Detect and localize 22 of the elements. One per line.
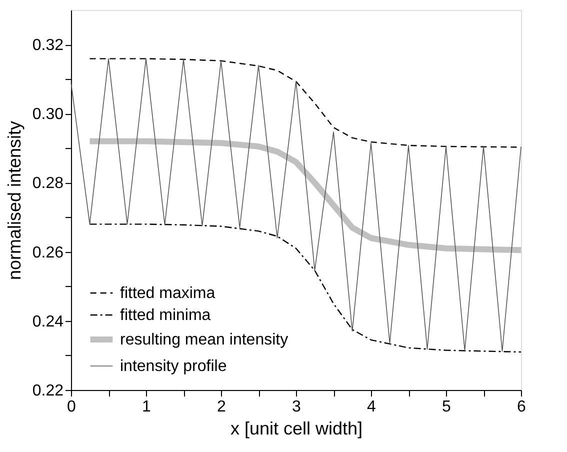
legend-label: fitted maxima <box>120 285 216 302</box>
x-tick-label: 3 <box>292 398 302 416</box>
x-tick-label: 1 <box>142 398 152 416</box>
y-tick-label: 0.30 <box>32 106 64 124</box>
y-tick-label: 0.28 <box>32 175 64 192</box>
legend-label: intensity profile <box>120 358 227 375</box>
x-tick-label: 6 <box>517 398 526 416</box>
y-tick-label: 0.32 <box>32 37 64 54</box>
x-axis-title: x [unit cell width] <box>230 418 363 438</box>
y-axis-title: normalised intensity <box>4 120 24 280</box>
line-series <box>89 58 522 148</box>
y-tick-label: 0.22 <box>32 382 64 400</box>
line-series <box>89 224 522 353</box>
line-series <box>70 58 522 352</box>
legend-label: resulting mean intensity <box>120 332 288 348</box>
y-tick-label: 0.26 <box>32 244 64 262</box>
x-tick-label: 0 <box>67 398 76 416</box>
x-tick-label: 4 <box>367 398 376 416</box>
y-tick-label: 0.24 <box>32 313 64 330</box>
legend-label: fitted minima <box>120 307 211 324</box>
x-tick-label: 5 <box>442 398 452 416</box>
x-tick-label: 2 <box>217 398 226 416</box>
